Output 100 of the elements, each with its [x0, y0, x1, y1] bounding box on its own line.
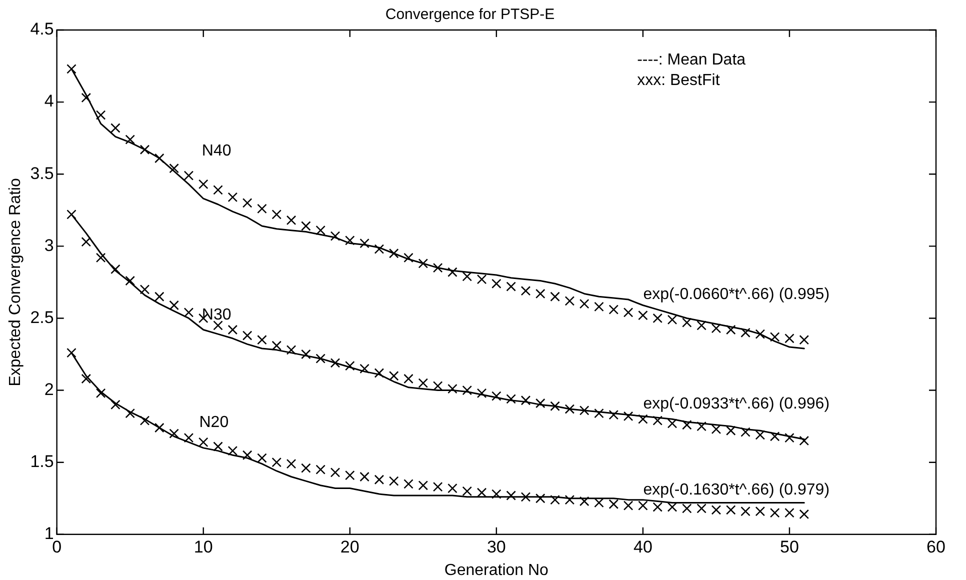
point: [740, 427, 750, 437]
point: [432, 381, 443, 391]
point: [404, 374, 414, 384]
point: [286, 345, 296, 355]
point: [696, 504, 706, 514]
y-tick-label: 4: [44, 92, 54, 111]
x-tick-label: 10: [194, 537, 213, 556]
point: [448, 483, 458, 494]
point: [374, 244, 384, 254]
point: [110, 400, 120, 410]
point: [564, 296, 575, 306]
point: [667, 314, 678, 325]
point: [696, 421, 706, 432]
point: [228, 192, 238, 202]
point: [755, 430, 766, 440]
point: [374, 368, 384, 378]
x-tick-label: 50: [780, 537, 799, 556]
point: [696, 320, 706, 330]
point: [198, 179, 208, 190]
point: [418, 480, 428, 490]
point: [799, 436, 810, 446]
point: [257, 334, 267, 345]
point: [301, 463, 311, 473]
x-tick-label: 20: [340, 537, 360, 556]
point: [330, 358, 340, 368]
point: [799, 509, 810, 520]
point: [213, 185, 223, 195]
point: [770, 332, 780, 342]
point: [462, 385, 472, 396]
point: [432, 482, 443, 492]
point: [140, 284, 150, 294]
x-axis-title: Generation No: [444, 562, 549, 579]
point: [316, 225, 326, 236]
point: [784, 334, 794, 344]
point: [623, 500, 634, 510]
point: [652, 313, 662, 324]
point: [388, 476, 399, 486]
point: [110, 123, 120, 133]
point: [198, 437, 208, 448]
point: [623, 308, 634, 318]
point: [550, 401, 560, 412]
point: [682, 420, 692, 430]
y-tick-label: 2.5: [30, 308, 54, 327]
point: [535, 398, 546, 408]
point: [66, 210, 76, 220]
point: [330, 231, 340, 241]
point: [638, 310, 648, 320]
point: [652, 502, 662, 512]
point: [272, 340, 282, 351]
point: [360, 364, 370, 374]
point: [110, 264, 120, 274]
point: [476, 388, 487, 398]
chart-title: Convergence for PTSP-E: [385, 6, 555, 24]
point: [682, 318, 692, 328]
point: [418, 258, 428, 268]
point: [608, 499, 619, 510]
point: [755, 506, 766, 516]
point: [608, 410, 619, 420]
point: [726, 324, 736, 335]
point: [432, 262, 443, 273]
y-tick-label: 3.5: [30, 164, 54, 183]
point: [184, 170, 194, 180]
y-tick-label: 2: [44, 380, 54, 399]
point: [506, 490, 516, 500]
point: [623, 411, 634, 422]
x-tick-label: 30: [486, 537, 506, 556]
point: [360, 238, 370, 248]
point: [418, 378, 428, 388]
point: [272, 457, 282, 468]
point: [66, 64, 76, 74]
point: [257, 204, 267, 214]
point: [784, 432, 794, 443]
x-tick-label: 40: [633, 537, 652, 556]
point: [213, 442, 223, 452]
point: [682, 504, 692, 514]
point: [81, 374, 92, 384]
y-axis-title: Expected Convergence Ratio: [7, 178, 24, 386]
point: [492, 278, 502, 289]
point: [564, 404, 575, 414]
point: [228, 324, 238, 335]
point: [535, 288, 546, 299]
point: [169, 163, 179, 174]
point: [492, 489, 502, 499]
point: [579, 406, 590, 416]
point: [140, 416, 150, 426]
point: [96, 252, 106, 263]
point: [579, 298, 590, 309]
point: [520, 395, 531, 406]
point: [476, 274, 487, 284]
point: [316, 354, 326, 364]
point: [228, 446, 238, 456]
point: [125, 408, 135, 418]
point: [492, 391, 502, 401]
point: [360, 472, 370, 482]
annotation: xxx: BestFit: [637, 72, 720, 89]
point: [286, 458, 296, 469]
point: [726, 505, 736, 515]
y-tick-label: 3: [44, 236, 54, 255]
annotation: exp(-0.0933*t^.66) (0.996): [643, 396, 830, 413]
point: [388, 370, 399, 381]
